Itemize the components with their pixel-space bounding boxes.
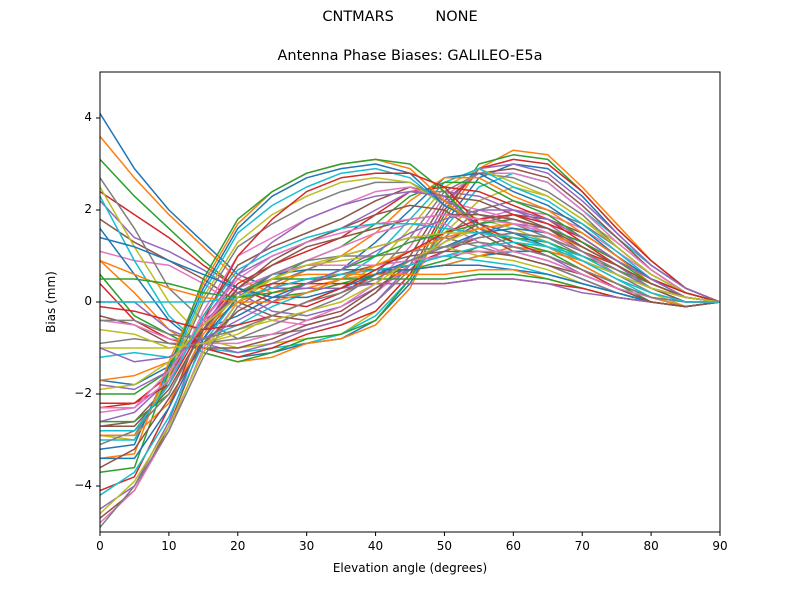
- y-tick-label: −2: [74, 386, 92, 400]
- y-tick-label: 0: [84, 294, 92, 308]
- x-tick-label: 60: [505, 539, 521, 553]
- series-line: [100, 236, 720, 528]
- y-axis-ticks: [96, 117, 100, 487]
- chart-title: Antenna Phase Biases: GALILEO-E5a: [277, 48, 543, 64]
- series-line: [100, 177, 720, 441]
- y-tick-label: 4: [84, 110, 92, 124]
- x-tick-label: 90: [712, 539, 728, 553]
- x-tick-label: 80: [643, 539, 659, 553]
- series-line: [100, 204, 720, 519]
- series-line: [100, 232, 720, 340]
- y-axis-label: Bias (mm): [44, 271, 58, 333]
- series-line: [100, 223, 720, 432]
- x-axis-ticks: [99, 532, 721, 536]
- x-tick-label: 10: [161, 539, 177, 553]
- x-tick-label: 40: [367, 539, 384, 553]
- data-series-group: [100, 113, 720, 528]
- x-axis-label: Elevation angle (degrees): [332, 561, 488, 575]
- x-tick-label: 30: [299, 539, 315, 553]
- x-tick-label: 50: [436, 539, 453, 553]
- series-line: [100, 232, 720, 391]
- x-tick-label: 20: [230, 539, 246, 553]
- series-line: [100, 158, 720, 460]
- x-tick-label: 0: [96, 539, 104, 553]
- y-tick-label: 2: [84, 202, 92, 216]
- series-line: [100, 181, 720, 437]
- figure-suptitle: CNTMARS NONE: [322, 9, 478, 25]
- x-tick-label: 70: [574, 539, 590, 553]
- y-tick-label: −4: [74, 478, 92, 492]
